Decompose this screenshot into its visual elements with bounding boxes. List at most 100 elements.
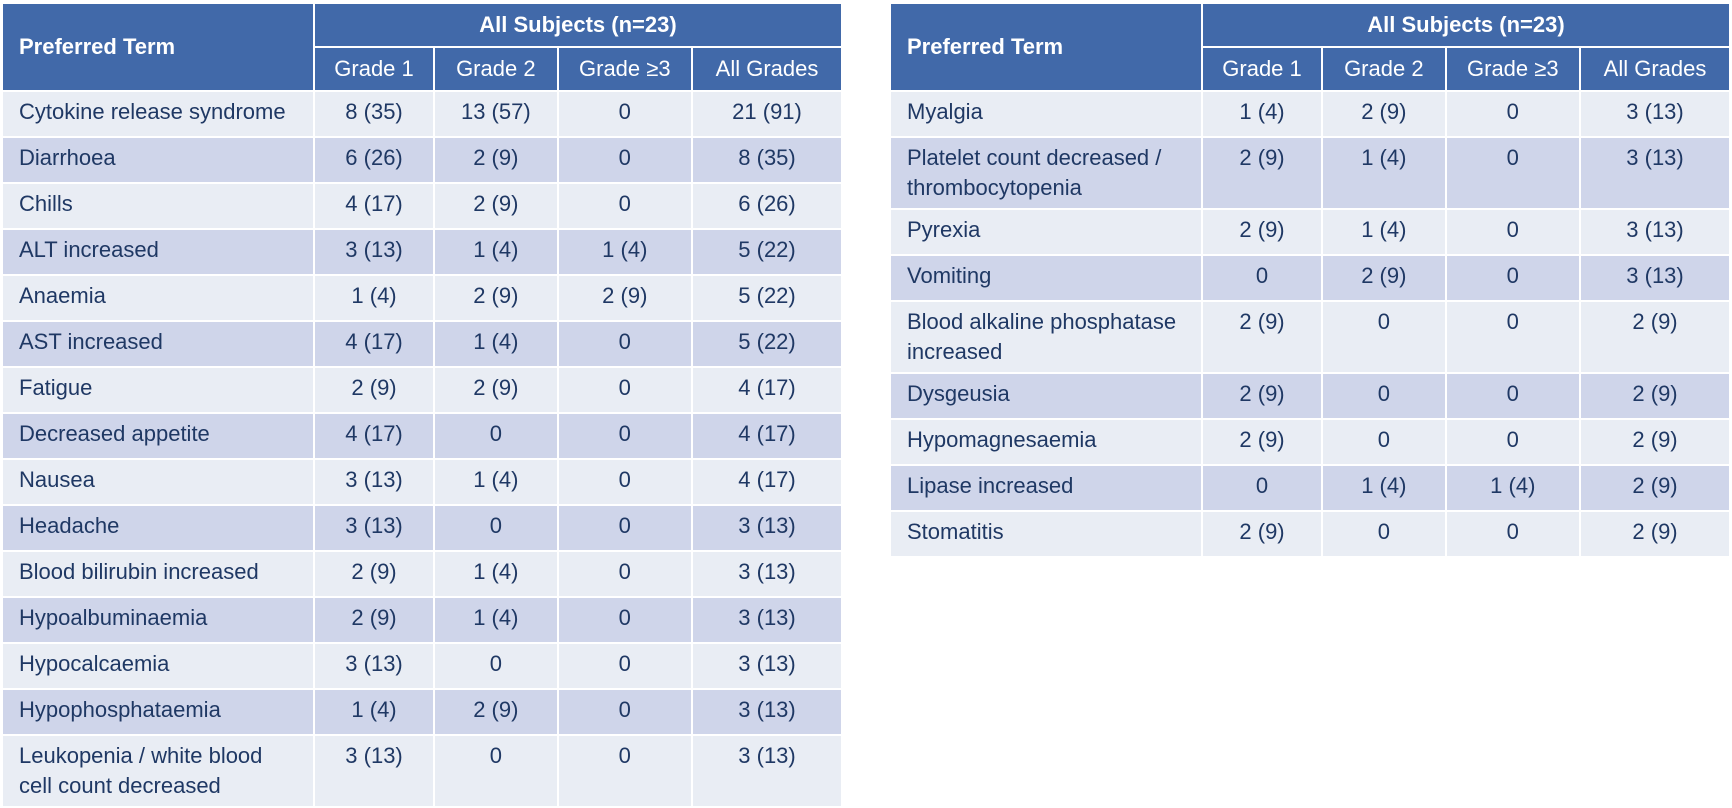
preferred-term-cell: Vomiting (889, 254, 1203, 302)
table-row: Dysgeusia 2 (9) 0 0 2 (9) (889, 372, 1731, 420)
table-row: Hypomagnesaemia 2 (9) 0 0 2 (9) (889, 418, 1731, 466)
all-grades-cell: 3 (13) (691, 688, 843, 736)
preferred-term-cell: Chills (1, 182, 315, 230)
grade-3-plus-cell: 0 (1444, 208, 1582, 256)
grade-2-header: Grade 2 (433, 46, 559, 92)
table-row: Leukopenia / white blood cell count decr… (1, 734, 843, 808)
grade-1-cell: 1 (4) (312, 274, 436, 322)
table-row: Cytokine release syndrome 8 (35) 13 (57) 0 2… (1, 90, 843, 138)
grade-1-cell: 3 (13) (312, 228, 436, 276)
table-row: Blood bilirubin increased 2 (9) 1 (4) 0 3 (1… (1, 550, 843, 598)
grade-3-plus-cell: 1 (4) (556, 228, 694, 276)
grade-2-cell: 0 (433, 642, 559, 690)
preferred-term-cell: Platelet count decreased / thrombocytope… (889, 136, 1203, 210)
table-row: Chills 4 (17) 2 (9) 0 6 (26) (1, 182, 843, 230)
adverse-events-table-left: Preferred Term All Subjects (n=23) Grade… (1, 2, 844, 808)
all-grades-cell: 8 (35) (691, 136, 843, 184)
grade-1-header: Grade 1 (312, 46, 436, 92)
table-row: Headache 3 (13) 0 0 3 (13) (1, 504, 843, 552)
all-grades-header: All Grades (691, 46, 843, 92)
grade-2-cell: 2 (9) (433, 182, 559, 230)
all-subjects-header: All Subjects (n=23) (1200, 2, 1732, 48)
all-grades-cell: 4 (17) (691, 412, 843, 460)
grade-1-cell: 0 (1200, 464, 1324, 512)
grade-1-cell: 2 (9) (1200, 418, 1324, 466)
all-grades-cell: 3 (13) (1579, 208, 1731, 256)
table-row: Anaemia 1 (4) 2 (9) 2 (9) 5 (22) (1, 274, 843, 322)
table-row: Hypocalcaemia 3 (13) 0 0 3 (13) (1, 642, 843, 690)
grade-3-plus-cell: 0 (1444, 254, 1582, 302)
all-grades-cell: 3 (13) (691, 504, 843, 552)
grade-1-header: Grade 1 (1200, 46, 1324, 92)
grade-1-cell: 3 (13) (312, 458, 436, 506)
grade-1-cell: 1 (4) (1200, 90, 1324, 138)
grade-3-plus-cell: 0 (1444, 418, 1582, 466)
preferred-term-header: Preferred Term (889, 2, 1203, 92)
preferred-term-cell: Hypoalbuminaemia (1, 596, 315, 644)
preferred-term-cell: Cytokine release syndrome (1, 90, 315, 138)
preferred-term-cell: Fatigue (1, 366, 315, 414)
preferred-term-cell: Hypocalcaemia (1, 642, 315, 690)
grade-2-cell: 1 (4) (433, 596, 559, 644)
grade-3-plus-cell: 0 (556, 366, 694, 414)
grade-2-cell: 0 (1321, 372, 1447, 420)
grade-2-cell: 0 (433, 504, 559, 552)
preferred-term-cell: Decreased appetite (1, 412, 315, 460)
grade-3-plus-cell: 0 (1444, 136, 1582, 210)
preferred-term-cell: Blood alkaline phosphatase increased (889, 300, 1203, 374)
preferred-term-cell: ALT increased (1, 228, 315, 276)
preferred-term-cell: Myalgia (889, 90, 1203, 138)
grade-2-cell: 2 (9) (433, 136, 559, 184)
grade-2-cell: 2 (9) (433, 366, 559, 414)
all-grades-header: All Grades (1579, 46, 1731, 92)
all-grades-cell: 3 (13) (691, 734, 843, 808)
grade-2-cell: 2 (9) (433, 274, 559, 322)
preferred-term-cell: Hypophosphataemia (1, 688, 315, 736)
grade-3-plus-cell: 1 (4) (1444, 464, 1582, 512)
grade-3-plus-cell: 0 (1444, 90, 1582, 138)
grade-1-cell: 3 (13) (312, 734, 436, 808)
grade-3-plus-cell: 0 (1444, 372, 1582, 420)
grade-3-plus-cell: 0 (1444, 510, 1582, 558)
all-grades-cell: 5 (22) (691, 320, 843, 368)
grade-3-plus-header: Grade ≥3 (556, 46, 694, 92)
all-grades-cell: 2 (9) (1579, 372, 1731, 420)
grade-2-cell: 1 (4) (433, 458, 559, 506)
grade-2-cell: 13 (57) (433, 90, 559, 138)
preferred-term-cell: Stomatitis (889, 510, 1203, 558)
all-grades-cell: 5 (22) (691, 228, 843, 276)
grade-3-plus-cell: 0 (556, 734, 694, 808)
grade-2-cell: 1 (4) (1321, 464, 1447, 512)
all-grades-cell: 3 (13) (1579, 90, 1731, 138)
grade-3-plus-cell: 0 (556, 458, 694, 506)
all-grades-cell: 6 (26) (691, 182, 843, 230)
grade-3-plus-cell: 0 (556, 136, 694, 184)
preferred-term-header: Preferred Term (1, 2, 315, 92)
all-grades-cell: 4 (17) (691, 366, 843, 414)
grade-1-cell: 3 (13) (312, 642, 436, 690)
table-row: Hypophosphataemia 1 (4) 2 (9) 0 3 (13) (1, 688, 843, 736)
grade-3-plus-cell: 0 (556, 504, 694, 552)
grade-3-plus-cell: 0 (1444, 300, 1582, 374)
adverse-events-table-right: Preferred Term All Subjects (n=23) Grade… (889, 2, 1732, 558)
table-row: AST increased 4 (17) 1 (4) 0 5 (22) (1, 320, 843, 368)
grade-2-cell: 0 (1321, 510, 1447, 558)
grade-3-plus-cell: 0 (556, 596, 694, 644)
table-row: Nausea 3 (13) 1 (4) 0 4 (17) (1, 458, 843, 506)
grade-1-cell: 2 (9) (1200, 208, 1324, 256)
grade-2-cell: 0 (1321, 300, 1447, 374)
all-grades-cell: 21 (91) (691, 90, 843, 138)
grade-2-cell: 1 (4) (433, 228, 559, 276)
grade-3-plus-cell: 0 (556, 412, 694, 460)
grade-3-plus-cell: 0 (556, 550, 694, 598)
grade-2-header: Grade 2 (1321, 46, 1447, 92)
table-row: Diarrhoea 6 (26) 2 (9) 0 8 (35) (1, 136, 843, 184)
preferred-term-cell: Leukopenia / white blood cell count decr… (1, 734, 315, 808)
preferred-term-cell: Lipase increased (889, 464, 1203, 512)
grade-3-plus-cell: 0 (556, 642, 694, 690)
preferred-term-cell: Blood bilirubin increased (1, 550, 315, 598)
grade-1-cell: 2 (9) (312, 596, 436, 644)
preferred-term-cell: AST increased (1, 320, 315, 368)
grade-1-cell: 2 (9) (1200, 372, 1324, 420)
all-grades-cell: 5 (22) (691, 274, 843, 322)
